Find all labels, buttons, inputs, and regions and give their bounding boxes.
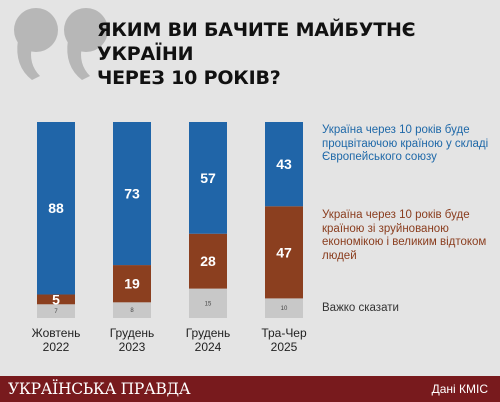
category-label-1-line-1: 2023: [119, 340, 146, 354]
bar-hard-2: [189, 288, 227, 318]
category-label-1-line-0: Грудень: [110, 326, 155, 340]
data-source: Дані КМІС: [431, 382, 488, 396]
chart-title: ЯКИМ ВИ БАЧИТЕ МАЙБУТНЄ УКРАЇНИ ЧЕРЕЗ 10…: [97, 18, 487, 90]
data-label-ruin-3: 47: [276, 244, 292, 260]
legend-eu-future: Україна через 10 років буде процвітаючою…: [322, 124, 489, 163]
bar-ruin-3: [265, 206, 303, 299]
bar-eu-0: [37, 122, 75, 295]
double-quote-mark-icon: [14, 8, 108, 80]
bar-hard-0: [37, 304, 75, 318]
data-label-ruin-2: 28: [200, 253, 216, 269]
chart-title-line-1: ЯКИМ ВИ БАЧИТЕ МАЙБУТНЄ УКРАЇНИ: [97, 19, 416, 65]
legend-hard-to-say: Важко сказати: [322, 302, 399, 314]
bar-hard-1: [113, 302, 151, 318]
legend-ruined-economy: Україна через 10 років буде країною зі з…: [322, 209, 487, 262]
bar-ruin-2: [189, 233, 227, 289]
category-label-0-line-0: Жовтень: [32, 326, 81, 340]
bar-eu-1: [113, 122, 151, 266]
category-label-0-line-1: 2022: [43, 340, 70, 354]
data-label-eu-0: 88: [48, 200, 64, 216]
category-label-2-line-1: 2024: [195, 340, 222, 354]
bar-eu-2: [189, 122, 227, 234]
data-label-eu-3: 43: [276, 156, 292, 172]
bar-ruin-0: [37, 294, 75, 305]
category-label-3-line-0: Тра-Чер: [261, 326, 307, 340]
brand-logo-text: УКРАЇНСЬКА ПРАВДА: [8, 380, 191, 398]
chart-title-line-2: ЧЕРЕЗ 10 РОКІВ?: [97, 67, 281, 89]
data-label-eu-1: 73: [124, 186, 140, 202]
category-label-2-line-0: Грудень: [186, 326, 231, 340]
bar-eu-3: [265, 122, 303, 207]
stacked-bar-chart: 7588Жовтень202281973Грудень2023152857Гру…: [32, 122, 307, 354]
footer-bar: УКРАЇНСЬКА ПРАВДА Дані КМІС: [0, 376, 500, 402]
data-label-ruin-1: 19: [124, 276, 140, 292]
data-label-eu-2: 57: [200, 170, 216, 186]
data-label-hard-0: 7: [54, 309, 58, 315]
data-label-hard-1: 8: [130, 308, 134, 314]
data-label-ruin-0: 5: [52, 291, 60, 307]
category-label-3-line-1: 2025: [271, 340, 298, 354]
data-label-hard-3: 10: [281, 306, 288, 312]
bar-ruin-1: [113, 265, 151, 303]
data-label-hard-2: 15: [205, 301, 212, 307]
bar-hard-3: [265, 298, 303, 318]
